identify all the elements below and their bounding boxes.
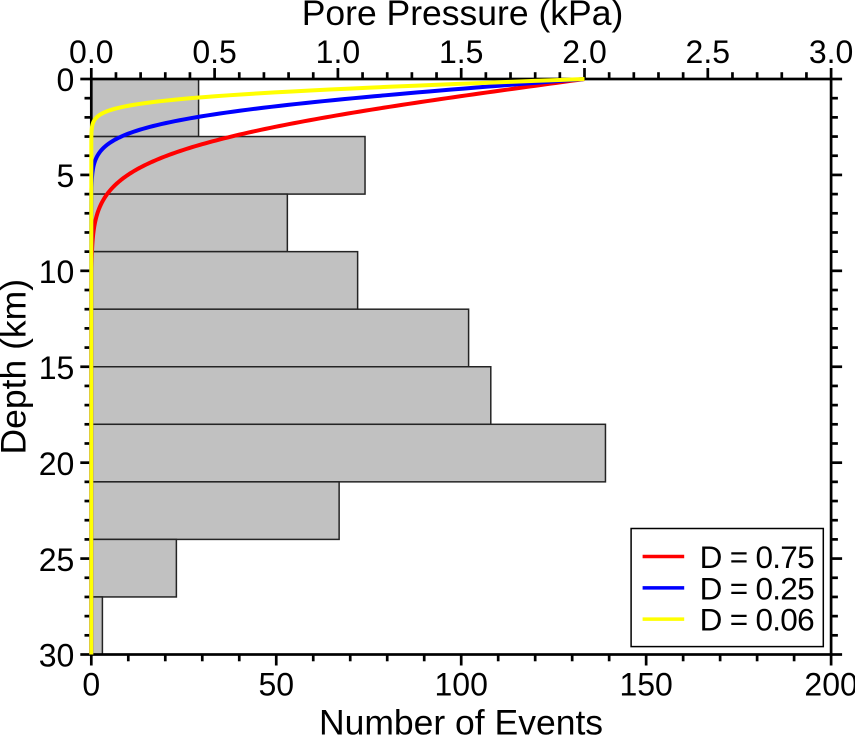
svg-text:0: 0 (57, 62, 75, 98)
svg-text:100: 100 (435, 666, 488, 702)
svg-text:15: 15 (39, 350, 75, 386)
svg-text:0: 0 (82, 666, 100, 702)
svg-text:1.0: 1.0 (316, 34, 360, 70)
svg-text:Pore Pressure (kPa): Pore Pressure (kPa) (302, 0, 624, 33)
svg-text:Number of Events: Number of Events (319, 702, 603, 736)
svg-text:200: 200 (804, 666, 855, 702)
svg-text:0.0: 0.0 (69, 34, 113, 70)
svg-text:D = 0.25: D = 0.25 (700, 570, 815, 606)
svg-text:30: 30 (39, 638, 75, 674)
svg-text:25: 25 (39, 542, 75, 578)
svg-text:0.5: 0.5 (192, 34, 236, 70)
svg-text:5: 5 (57, 158, 75, 194)
svg-text:3.0: 3.0 (809, 34, 853, 70)
svg-text:2.0: 2.0 (562, 34, 606, 70)
svg-text:1.5: 1.5 (439, 34, 483, 70)
svg-text:20: 20 (39, 446, 75, 482)
svg-text:150: 150 (619, 666, 672, 702)
svg-text:50: 50 (258, 666, 294, 702)
svg-text:2.5: 2.5 (686, 34, 730, 70)
svg-text:10: 10 (39, 254, 75, 290)
svg-text:Depth (km): Depth (km) (0, 279, 34, 455)
svg-text:D = 0.75: D = 0.75 (700, 539, 815, 575)
svg-text:D = 0.06: D = 0.06 (700, 602, 815, 638)
